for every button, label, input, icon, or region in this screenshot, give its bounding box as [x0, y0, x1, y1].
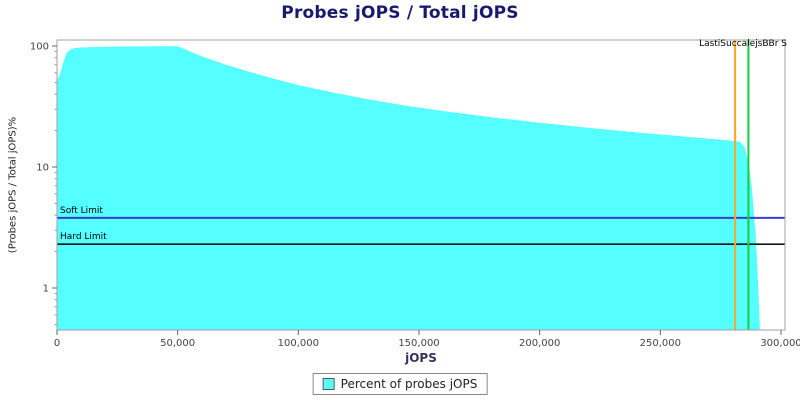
x-tick-label: 50,000 — [160, 338, 195, 349]
x-tick-label: 250,000 — [640, 338, 681, 349]
x-tick-label: 100,000 — [278, 338, 319, 349]
legend-swatch-icon — [322, 378, 335, 390]
y-tick-label: 10 — [36, 163, 49, 174]
soft-limit-label: Soft Limit — [60, 205, 103, 216]
series-area-percent-probes-jops — [57, 46, 760, 331]
marker-overlapping-label: LastiSuccalejsBBr S — [699, 39, 787, 49]
legend-item-label: Percent of probes jOPS — [340, 377, 478, 391]
plot-border — [56, 39, 786, 331]
hard-limit-label: Hard Limit — [60, 232, 107, 243]
x-axis-label: jOPS — [405, 351, 437, 365]
y-axis-label: (Probes jOPS / Total jOPS)% — [7, 116, 19, 254]
chart-title: Probes jOPS / Total jOPS — [281, 3, 519, 23]
y-tick-label: 100 — [30, 42, 49, 53]
x-tick-label: 150,000 — [398, 338, 439, 349]
y-tick-label: 1 — [43, 284, 49, 295]
x-tick-label: 0 — [54, 338, 60, 349]
x-tick-label: 300,000 — [760, 338, 800, 349]
legend-box: Percent of probes jOPS — [312, 373, 488, 395]
x-tick-label: 200,000 — [519, 338, 560, 349]
